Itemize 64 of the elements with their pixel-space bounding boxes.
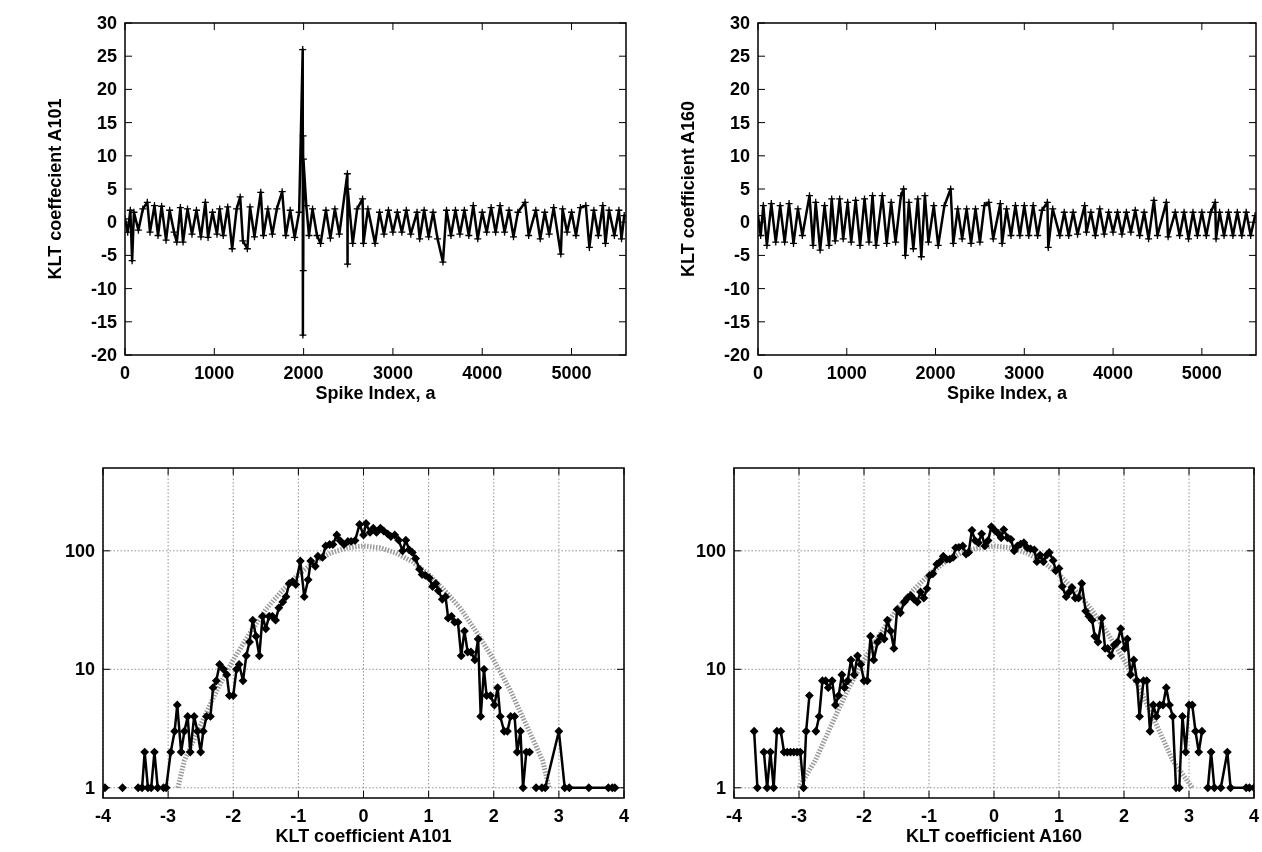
x-tick-label: 3000 — [1004, 363, 1045, 383]
x-axis-title: Spike Index, a — [315, 383, 437, 403]
y-tick-label: 25 — [96, 46, 117, 67]
x-tick-label: 5000 — [1181, 363, 1222, 383]
x-tick-label: -1 — [920, 806, 938, 826]
y-axis-title: KLT coefficient A160 — [678, 100, 698, 278]
x-tick-label: 2 — [1118, 806, 1130, 826]
x-tick-label: 0 — [752, 363, 764, 383]
x-axis-title: KLT coefficient A101 — [275, 826, 452, 846]
y-tick-label: 25 — [729, 46, 750, 67]
x-tick-label: -4 — [725, 806, 743, 826]
x-tick-label: 3000 — [372, 363, 413, 383]
x-tick-label: -2 — [855, 806, 873, 826]
x-tick-label: 5000 — [551, 363, 592, 383]
x-tick-label: -1 — [290, 806, 307, 826]
y-tick-label: -20 — [90, 345, 117, 365]
y-tick-label: 10 — [729, 145, 750, 166]
y-tick-label: 30 — [96, 13, 117, 33]
y-tick-label: 100 — [64, 540, 95, 561]
y-tick-label: 15 — [729, 112, 750, 133]
y-tick-label: 20 — [96, 79, 117, 100]
x-tick-label: 3 — [1183, 806, 1195, 826]
x-tick-label: 2000 — [283, 363, 324, 383]
y-tick-label: 1 — [84, 777, 95, 798]
x-tick-label: -2 — [225, 806, 242, 826]
x-tick-label: -3 — [790, 806, 808, 826]
y-tick-label: -10 — [723, 278, 750, 299]
x-axis-title: KLT coefficient A160 — [905, 826, 1083, 846]
x-tick-label: 4 — [618, 806, 630, 826]
x-tick-label: 1000 — [826, 363, 867, 383]
y-tick-label: -5 — [733, 245, 750, 266]
y-tick-label: 0 — [106, 212, 117, 233]
y-tick-label: 10 — [96, 145, 117, 166]
y-tick-label: 5 — [106, 179, 117, 199]
x-tick-label: 3 — [553, 806, 564, 826]
x-tick-label: 0 — [119, 363, 131, 383]
y-tick-label: 1 — [715, 777, 726, 798]
x-tick-label: 0 — [988, 806, 1000, 826]
y-tick-label: 5 — [739, 179, 750, 199]
y-tick-label: 0 — [739, 212, 750, 233]
x-tick-label: 1 — [423, 806, 434, 826]
x-tick-label: 2 — [488, 806, 499, 826]
y-tick-label: 100 — [695, 540, 726, 561]
x-tick-label: 4000 — [1093, 363, 1134, 383]
x-tick-label: -3 — [160, 806, 177, 826]
x-tick-label: 2000 — [915, 363, 956, 383]
x-tick-label: 4000 — [462, 363, 503, 383]
y-tick-label: 30 — [729, 13, 750, 33]
x-tick-label: 1000 — [194, 363, 235, 383]
x-tick-label: -4 — [94, 806, 112, 826]
x-tick-label: 0 — [358, 806, 369, 826]
y-tick-label: 15 — [96, 112, 117, 133]
y-tick-label: 10 — [705, 659, 726, 680]
y-tick-label: 10 — [74, 659, 95, 680]
y-tick-label: -15 — [90, 311, 117, 332]
y-tick-label: -10 — [90, 278, 117, 299]
y-tick-label: -15 — [723, 311, 750, 332]
y-tick-label: 20 — [729, 79, 750, 100]
y-tick-label: -5 — [100, 245, 117, 266]
x-tick-label: 4 — [1248, 806, 1260, 826]
y-tick-label: -20 — [723, 345, 750, 365]
x-axis-title: Spike Index, a — [946, 383, 1069, 403]
x-tick-label: 1 — [1053, 806, 1065, 826]
y-axis-title: KLT coeffecient A101 — [45, 98, 65, 280]
